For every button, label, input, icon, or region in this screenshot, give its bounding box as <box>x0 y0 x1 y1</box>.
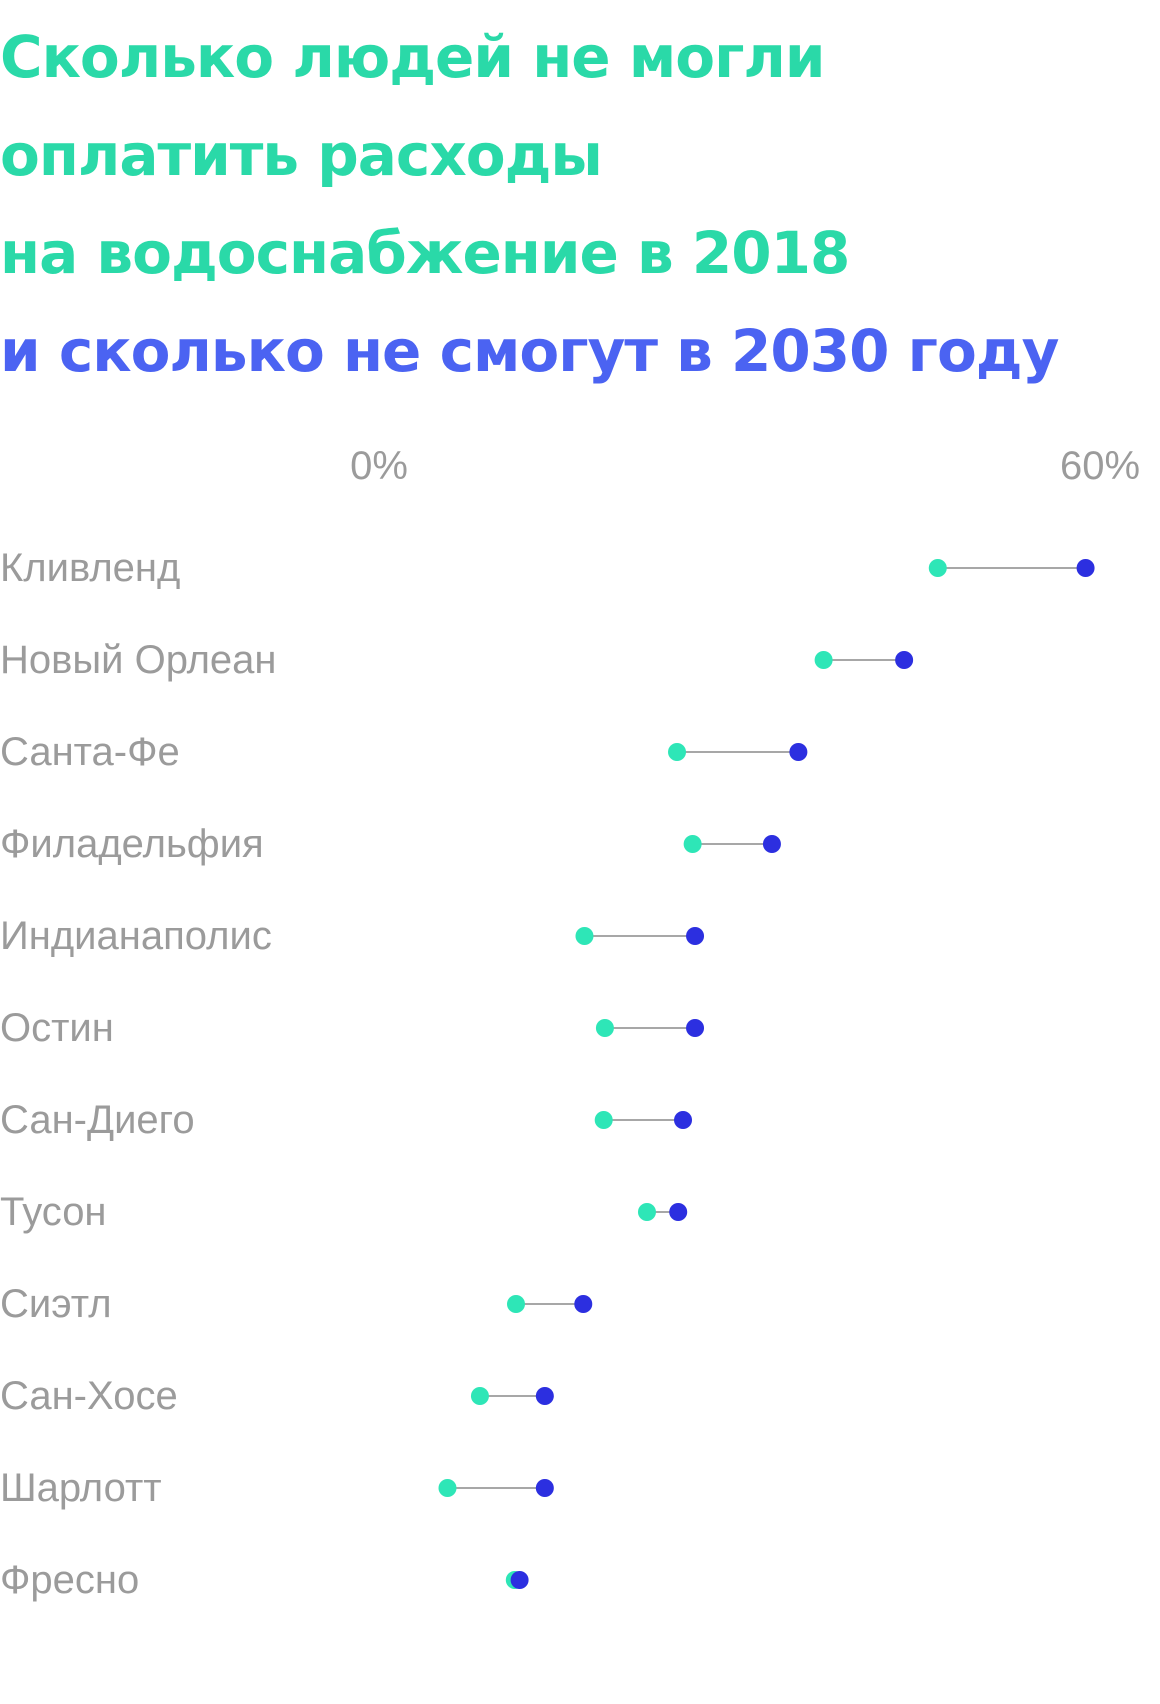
row-label: Филадельфия <box>0 822 264 866</box>
point-2030 <box>762 835 781 853</box>
chart-row: Остин <box>0 1006 705 1050</box>
chart-title: Сколько людей не могли оплатить расходы … <box>0 8 1150 400</box>
title-line-1: Сколько людей не могли <box>0 23 826 91</box>
row-label: Остин <box>0 1006 114 1050</box>
title-line-2: оплатить расходы <box>0 121 603 189</box>
point-2030 <box>535 1479 554 1497</box>
chart-row: Новый Орлеан <box>0 638 914 682</box>
x-axis-ticks: 0% 60% <box>350 444 1140 488</box>
point-2018 <box>594 1111 613 1129</box>
chart-row: Кливленд <box>0 546 1095 590</box>
row-label: Сан-Хосе <box>0 1374 178 1418</box>
point-2018 <box>683 835 702 853</box>
point-2030 <box>1076 559 1095 577</box>
chart-row: Фресно <box>0 1558 529 1602</box>
point-2018 <box>814 651 833 669</box>
point-2018 <box>928 559 947 577</box>
chart-row: Филадельфия <box>0 822 781 866</box>
row-label: Кливленд <box>0 546 180 590</box>
title-line-3: на водоснабжение в 2018 <box>0 219 850 287</box>
chart-row: Санта-Фе <box>0 730 808 774</box>
chart-row: Сиэтл <box>0 1282 593 1326</box>
x-tick-label: 60% <box>1060 444 1140 488</box>
point-2030 <box>510 1571 529 1589</box>
point-2030 <box>669 1203 688 1221</box>
chart-row: Тусон <box>0 1190 688 1234</box>
point-2018 <box>637 1203 656 1221</box>
point-2030 <box>895 651 914 669</box>
point-2030 <box>535 1387 554 1405</box>
row-label: Тусон <box>0 1190 107 1234</box>
point-2030 <box>789 743 808 761</box>
point-2018 <box>595 1019 614 1037</box>
row-label: Индианаполис <box>0 914 272 958</box>
point-2018 <box>506 1295 525 1313</box>
dumbbell-chart: 0% 60% Кливленд Новый Орлеан Санта-Фе Филаде… <box>0 444 1140 1602</box>
row-label: Санта-Фе <box>0 730 180 774</box>
point-2018 <box>438 1479 457 1497</box>
point-2018 <box>575 927 594 945</box>
x-tick-label: 0% <box>350 444 408 488</box>
row-label: Фресно <box>0 1558 139 1602</box>
chart-row: Сан-Диего <box>0 1098 693 1142</box>
row-label: Шарлотт <box>0 1466 162 1510</box>
chart-rows: Кливленд Новый Орлеан Санта-Фе Филадельфия И… <box>0 546 1095 1602</box>
point-2018 <box>470 1387 489 1405</box>
point-2018 <box>668 743 687 761</box>
point-2030 <box>686 927 705 945</box>
row-label: Сиэтл <box>0 1282 112 1326</box>
point-2030 <box>674 1111 693 1129</box>
row-label: Новый Орлеан <box>0 638 277 682</box>
row-label: Сан-Диего <box>0 1098 195 1142</box>
chart-row: Индианаполис <box>0 914 705 958</box>
chart-row: Шарлотт <box>0 1466 554 1510</box>
point-2030 <box>686 1019 705 1037</box>
chart-row: Сан-Хосе <box>0 1374 554 1418</box>
point-2030 <box>574 1295 593 1313</box>
title-line-4: и сколько не смогут в 2030 году <box>0 317 1059 385</box>
